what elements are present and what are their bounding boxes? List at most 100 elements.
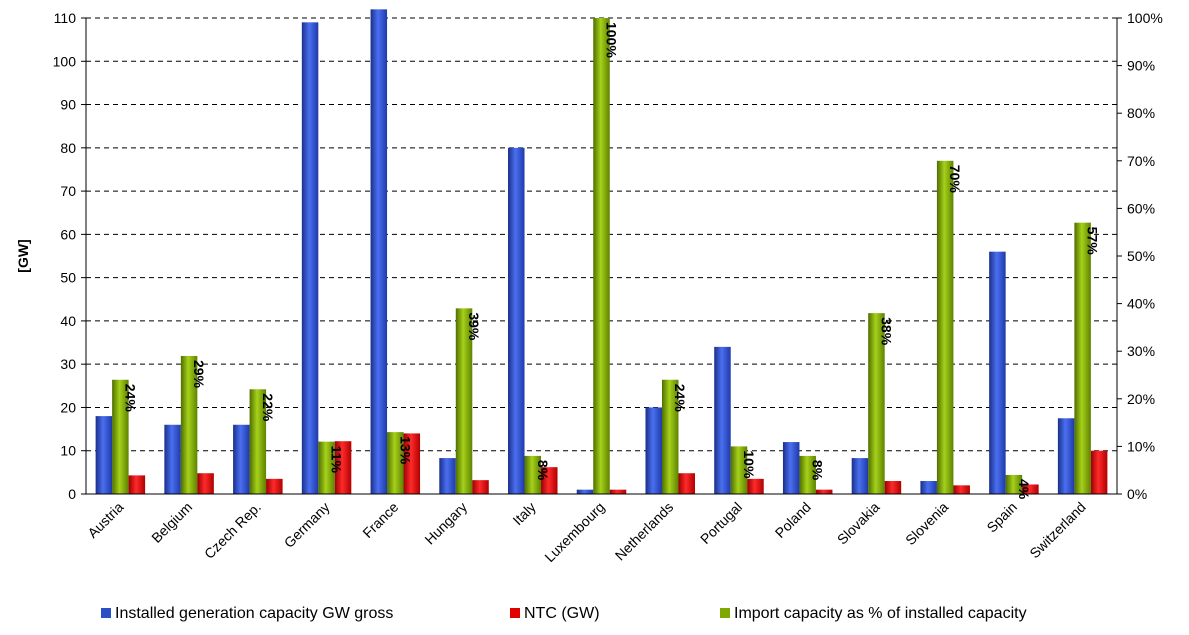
bar-installed-generation-capacity-gw-gross-luxembourg bbox=[576, 489, 594, 494]
y2-tick-label: 0% bbox=[1127, 486, 1147, 502]
bar-import-capacity-as-of-installed-capacity-germany bbox=[318, 441, 335, 494]
y-tick-label: 70 bbox=[60, 183, 76, 199]
bar-installed-generation-capacity-gw-gross-italy bbox=[508, 147, 525, 494]
bar-installed-generation-capacity-gw-gross-france bbox=[370, 9, 388, 494]
legend-swatch bbox=[510, 608, 520, 618]
y-tick-label: 90 bbox=[60, 97, 76, 113]
bar-import-capacity-as-of-installed-capacity-slovenia bbox=[936, 160, 954, 495]
data-label-import-pct: 4% bbox=[1016, 479, 1032, 500]
bar-ntc-gw--slovenia bbox=[953, 485, 970, 494]
bar-installed-generation-capacity-gw-gross-czech-rep- bbox=[233, 424, 250, 494]
bar-import-capacity-as-of-installed-capacity-hungary bbox=[455, 308, 473, 494]
x-tick-label: Austria bbox=[84, 499, 126, 541]
x-tick-label: Belgium bbox=[148, 499, 195, 546]
bar-import-capacity-as-of-installed-capacity-portugal bbox=[730, 446, 748, 494]
data-label-import-pct: 24% bbox=[122, 384, 138, 413]
bar-ntc-gw--italy bbox=[541, 467, 558, 494]
bars bbox=[95, 9, 1108, 495]
x-tick-label: Germany bbox=[281, 499, 333, 551]
x-tick-label: Italy bbox=[509, 499, 538, 528]
y-tick-label: 80 bbox=[60, 140, 76, 156]
y-tick-label: 40 bbox=[60, 313, 76, 329]
bar-import-capacity-as-of-installed-capacity-switzerland bbox=[1074, 222, 1091, 494]
y-axis-title: [GW] bbox=[15, 239, 31, 272]
bar-installed-generation-capacity-gw-gross-slovakia bbox=[851, 458, 869, 494]
x-tick-label: Poland bbox=[772, 499, 814, 541]
y2-tick-label: 90% bbox=[1127, 58, 1155, 74]
bar-installed-generation-capacity-gw-gross-poland bbox=[782, 442, 800, 494]
y-tick-label: 110 bbox=[54, 10, 77, 26]
bar-installed-generation-capacity-gw-gross-netherlands bbox=[645, 407, 662, 494]
y2-tick-label: 70% bbox=[1127, 153, 1155, 169]
bar-installed-generation-capacity-gw-gross-belgium bbox=[164, 424, 181, 494]
x-tick-label: France bbox=[359, 499, 401, 541]
x-tick-label: Hungary bbox=[421, 499, 470, 548]
legend-label: Installed generation capacity GW gross bbox=[115, 605, 393, 622]
bar-import-capacity-as-of-installed-capacity-slovakia bbox=[868, 313, 885, 494]
bar-ntc-gw--spain bbox=[1022, 484, 1039, 494]
y-tick-label: 100 bbox=[53, 53, 77, 69]
y-tick-label: 20 bbox=[60, 399, 76, 415]
bar-import-capacity-as-of-installed-capacity-netherlands bbox=[661, 379, 679, 494]
data-label-import-pct: 8% bbox=[810, 460, 826, 481]
bar-installed-generation-capacity-gw-gross-hungary bbox=[439, 458, 456, 494]
bar-import-capacity-as-of-installed-capacity-france bbox=[387, 432, 404, 494]
y2-tick-label: 40% bbox=[1127, 296, 1155, 312]
data-label-import-pct: 8% bbox=[535, 460, 551, 481]
x-tick-label: Netherlands bbox=[612, 499, 677, 564]
y2-tick-label: 60% bbox=[1127, 200, 1155, 216]
y2-tick-label: 80% bbox=[1127, 105, 1155, 121]
bar-ntc-gw--poland bbox=[815, 489, 833, 494]
bar-ntc-gw--germany bbox=[334, 441, 352, 494]
data-label-import-pct: 57% bbox=[1085, 227, 1101, 256]
data-label-import-pct: 24% bbox=[672, 384, 688, 413]
bar-installed-generation-capacity-gw-gross-germany bbox=[301, 22, 319, 495]
legend-label: Import capacity as % of installed capaci… bbox=[734, 605, 1027, 622]
bar-import-capacity-as-of-installed-capacity-spain bbox=[1005, 474, 1023, 494]
bar-import-capacity-as-of-installed-capacity-austria bbox=[112, 379, 129, 494]
y2-tick-label: 100% bbox=[1127, 10, 1163, 26]
data-label-import-pct: 38% bbox=[878, 317, 894, 346]
bar-ntc-gw--austria bbox=[128, 475, 146, 494]
data-label-import-pct: 70% bbox=[947, 165, 963, 194]
y-tick-label: 30 bbox=[60, 356, 76, 372]
y-tick-label: 10 bbox=[60, 443, 76, 459]
x-tick-label: Slovakia bbox=[834, 499, 883, 548]
bar-ntc-gw--portugal bbox=[747, 478, 764, 494]
y2-tick-label: 10% bbox=[1127, 438, 1155, 454]
bar-import-capacity-as-of-installed-capacity-czech-rep- bbox=[249, 389, 267, 494]
bar-ntc-gw--czech-rep- bbox=[266, 478, 283, 494]
axes: 0 10 20 30 40 50 60 70 80 90 100 110 0% 10% 20% 30% 40% 5… bbox=[15, 10, 1163, 502]
bar-installed-generation-capacity-gw-gross-slovenia bbox=[920, 481, 937, 494]
bar-ntc-gw--luxembourg bbox=[609, 489, 627, 494]
x-tick-label: Spain bbox=[983, 499, 1020, 536]
legend-swatch bbox=[101, 608, 111, 618]
y2-tick-label: 30% bbox=[1127, 343, 1155, 359]
x-tick-label: Luxembourg bbox=[541, 499, 607, 565]
bar-ntc-gw--france bbox=[403, 433, 421, 494]
bar-ntc-gw--netherlands bbox=[678, 473, 695, 494]
y-tick-label: 0 bbox=[68, 486, 76, 502]
y-tick-label: 60 bbox=[60, 226, 76, 242]
data-label-import-pct: 10% bbox=[741, 450, 757, 479]
bar-installed-generation-capacity-gw-gross-switzerland bbox=[1057, 418, 1075, 494]
x-tick-label: Switzerland bbox=[1026, 499, 1088, 561]
bar-import-capacity-as-of-installed-capacity-luxembourg bbox=[593, 18, 610, 494]
bar-import-capacity-as-of-installed-capacity-belgium bbox=[180, 355, 198, 494]
data-label-import-pct: 11% bbox=[329, 446, 345, 474]
y2-tick-label: 50% bbox=[1127, 248, 1155, 264]
bar-ntc-gw--switzerland bbox=[1090, 450, 1108, 494]
legend-label: NTC (GW) bbox=[524, 605, 600, 622]
x-tick-label: Slovenia bbox=[902, 499, 951, 548]
x-tick-label: Portugal bbox=[697, 499, 745, 547]
legend-swatch bbox=[720, 608, 730, 618]
bar-installed-generation-capacity-gw-gross-austria bbox=[95, 416, 113, 494]
bar-installed-generation-capacity-gw-gross-spain bbox=[989, 251, 1006, 494]
data-label-import-pct: 29% bbox=[191, 360, 207, 389]
legend: Installed generation capacity GW gross NT… bbox=[101, 605, 1027, 622]
y-tick-label: 50 bbox=[60, 270, 76, 286]
data-label-import-pct: 22% bbox=[260, 393, 276, 422]
data-label-import-pct: 100% bbox=[604, 22, 620, 58]
x-tick-label: Czech Rep. bbox=[201, 499, 264, 562]
